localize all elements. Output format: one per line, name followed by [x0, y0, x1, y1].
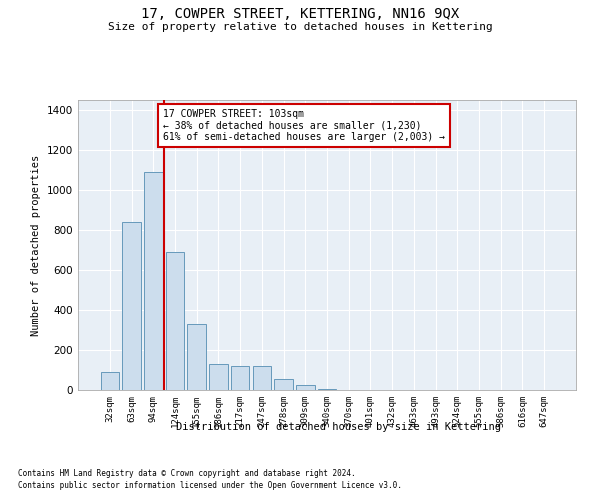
- Bar: [231, 366, 250, 390]
- Bar: [318, 389, 336, 390]
- Bar: [187, 324, 206, 390]
- Bar: [274, 379, 293, 390]
- Text: Contains public sector information licensed under the Open Government Licence v3: Contains public sector information licen…: [18, 481, 402, 490]
- Bar: [253, 366, 271, 390]
- Text: Contains HM Land Registry data © Crown copyright and database right 2024.: Contains HM Land Registry data © Crown c…: [18, 468, 356, 477]
- Bar: [144, 172, 163, 390]
- Y-axis label: Number of detached properties: Number of detached properties: [31, 154, 41, 336]
- Bar: [296, 385, 314, 390]
- Text: Size of property relative to detached houses in Kettering: Size of property relative to detached ho…: [107, 22, 493, 32]
- Text: Distribution of detached houses by size in Kettering: Distribution of detached houses by size …: [176, 422, 502, 432]
- Bar: [101, 372, 119, 390]
- Bar: [122, 222, 141, 390]
- Bar: [209, 364, 227, 390]
- Text: 17, COWPER STREET, KETTERING, NN16 9QX: 17, COWPER STREET, KETTERING, NN16 9QX: [141, 8, 459, 22]
- Text: 17 COWPER STREET: 103sqm
← 38% of detached houses are smaller (1,230)
61% of sem: 17 COWPER STREET: 103sqm ← 38% of detach…: [163, 108, 445, 142]
- Bar: [166, 252, 184, 390]
